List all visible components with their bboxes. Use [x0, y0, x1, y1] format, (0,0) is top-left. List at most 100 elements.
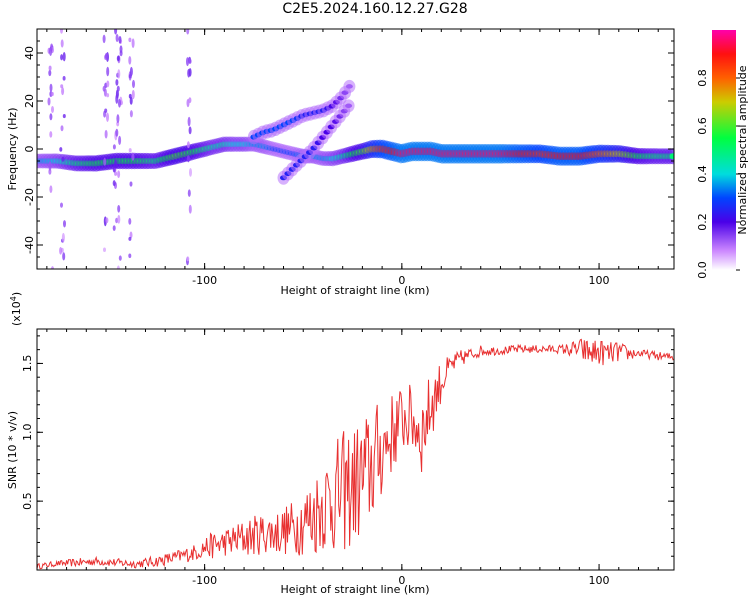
spectral-speckle — [128, 217, 132, 225]
snr-frame — [36, 328, 675, 571]
spectral-speckle — [49, 131, 53, 138]
spectral-speckle — [114, 159, 118, 169]
y-tick-label: 1.5 — [21, 355, 34, 373]
colorbar — [712, 30, 736, 270]
spectral-speckle — [117, 204, 121, 213]
spectral-speckle — [51, 266, 54, 269]
spectral-speckle — [128, 236, 132, 241]
spectral-speckle — [112, 180, 116, 187]
spectral-speckle — [114, 29, 118, 35]
spectral-speckle — [117, 170, 121, 178]
colorbar-tick-label: 0.6 — [696, 117, 709, 135]
colorbar-tick-label: 0.4 — [696, 165, 709, 183]
spectral-speckle — [186, 155, 190, 163]
spectral-speckle — [105, 217, 109, 224]
spectral-cell — [669, 153, 674, 160]
y-tick-label: 1.0 — [21, 424, 34, 442]
spectral-speckle — [60, 202, 63, 208]
spectral-speckle — [128, 55, 132, 65]
spectral-speckle — [129, 110, 133, 118]
spectral-speckle — [62, 252, 66, 261]
spectral-speckle — [114, 171, 118, 176]
spectral-speckle — [106, 93, 110, 98]
spectral-speckle — [60, 39, 64, 48]
snr-line — [37, 338, 674, 570]
spectral-speckle — [187, 189, 191, 197]
spectral-speckle — [128, 253, 132, 259]
spectral-speckle — [106, 66, 110, 77]
spectral-speckle — [186, 141, 190, 149]
spectral-speckle — [129, 231, 133, 239]
spectral-speckle — [131, 89, 135, 100]
spectral-speckle — [106, 112, 109, 122]
x-tick-label: -100 — [192, 274, 217, 287]
x-tick-label: 0 — [398, 274, 405, 287]
spectral-speckle — [118, 36, 122, 44]
spectral-speckle — [103, 157, 107, 166]
spectral-speckle — [61, 156, 65, 162]
spectral-speckle — [104, 108, 108, 113]
spectral-speckle — [62, 114, 66, 119]
spectral-speckle — [102, 85, 106, 92]
y-tick-label: 0.5 — [21, 492, 34, 510]
spectral-speckle — [49, 83, 53, 92]
spectral-speckle — [188, 58, 192, 64]
spectral-speckle — [128, 148, 132, 153]
spectral-speckle — [49, 46, 53, 56]
spectral-speckle — [48, 161, 52, 172]
spectral-speckle — [115, 128, 119, 137]
spectral-speckle — [112, 167, 116, 173]
spectral-speckle — [187, 116, 191, 127]
spectral-speckle — [116, 55, 120, 62]
spectral-speckle — [102, 34, 106, 44]
spectral-speckle — [115, 34, 119, 42]
spectral-speckle — [60, 125, 64, 132]
spectral-speckle — [59, 147, 63, 152]
spectral-speckle — [60, 29, 63, 34]
spectral-speckle — [59, 246, 63, 255]
spectral-speckle — [48, 69, 52, 77]
spectral-speckle — [117, 69, 121, 79]
spectral-speckle — [188, 126, 192, 135]
spectrogram-axes: -100 0 100 -40 -20 0 20 40 — [23, 28, 674, 287]
spectral-speckle — [118, 98, 121, 108]
spectral-cell — [345, 103, 353, 109]
colorbar-tick-label: 0.0 — [696, 261, 709, 279]
spectral-speckle — [118, 255, 122, 261]
spectral-speckle — [186, 256, 190, 262]
spectral-speckle — [49, 185, 53, 194]
spectral-speckle — [188, 97, 192, 104]
spectral-speckle — [61, 232, 65, 243]
spectral-speckle — [112, 144, 116, 150]
spectral-speckle — [63, 220, 66, 228]
spectrogram-xlabel: Height of straight line (km) — [280, 284, 429, 297]
spectral-speckle — [50, 91, 54, 97]
spectrogram-marks — [37, 29, 674, 269]
snr-marks — [37, 338, 674, 570]
spectral-speckle — [129, 66, 133, 77]
colorbar-tick-label: 0.8 — [696, 69, 709, 87]
spectral-speckle — [116, 114, 120, 124]
spectral-speckle — [131, 152, 135, 161]
spectral-speckle — [60, 54, 64, 61]
y-tick-label: 0 — [23, 146, 36, 153]
spectral-speckle — [106, 80, 110, 88]
x-tick-label: 0 — [398, 574, 405, 587]
spectral-speckle — [103, 247, 106, 252]
spectral-speckle — [61, 87, 65, 96]
spectral-speckle — [116, 265, 120, 269]
spectral-speckle — [62, 52, 66, 62]
spectral-speckle — [119, 50, 123, 57]
colorbar-tick-label: 0.2 — [696, 213, 709, 231]
spectral-speckle — [118, 135, 122, 146]
spectral-cell — [345, 84, 353, 89]
spectral-speckle — [51, 105, 54, 114]
spectral-speckle — [132, 79, 135, 89]
page-title: C2E5.2024.160.12.27.G28 — [282, 1, 468, 17]
spectral-speckle — [129, 181, 133, 187]
spectral-speckle — [187, 68, 191, 78]
x-tick-label: 100 — [589, 274, 610, 287]
snr-xlabel: Height of straight line (km) — [280, 583, 429, 596]
spectral-speckle — [128, 37, 132, 43]
